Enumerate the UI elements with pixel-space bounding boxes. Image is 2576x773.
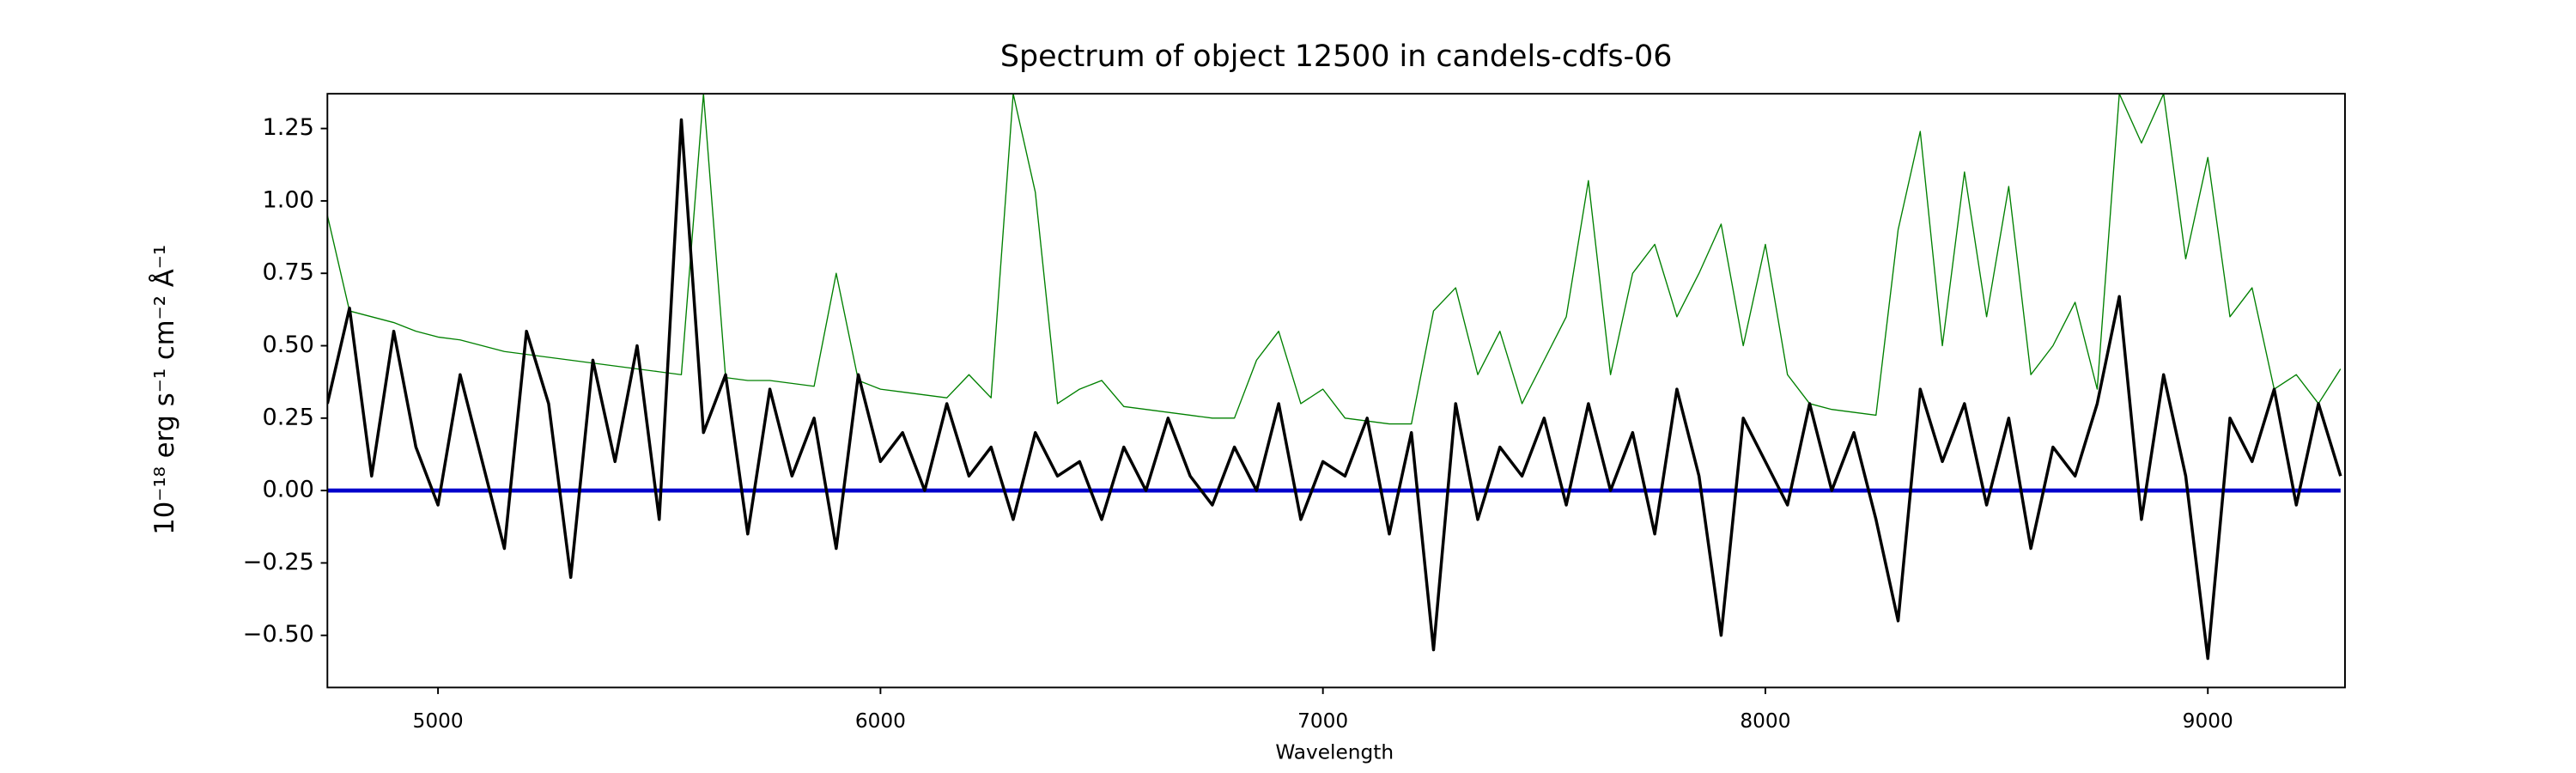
y-tick-label: −0.25 — [243, 549, 314, 575]
y-tick-label: 1.25 — [263, 114, 314, 141]
chart-title: Spectrum of object 12500 in candels-cdfs… — [1000, 40, 1673, 74]
x-tick-label: 5000 — [413, 710, 464, 733]
y-tick-label: 0.50 — [263, 332, 314, 358]
y-tick-label: 0.75 — [263, 259, 314, 286]
plot-area — [327, 94, 2342, 660]
y-tick-label: −0.50 — [243, 621, 314, 648]
x-tick-label: 6000 — [855, 710, 906, 733]
spectrum-line — [327, 118, 2342, 660]
y-axis-label: 10⁻¹⁸ erg s⁻¹ cm⁻² Å⁻¹ — [149, 245, 180, 535]
x-axis-label: Wavelength — [1275, 742, 1394, 764]
y-tick-label: 0.00 — [263, 477, 314, 503]
plot-frame — [326, 93, 2346, 689]
x-tick-label: 9000 — [2183, 710, 2233, 733]
x-tick-label: 7000 — [1297, 710, 1348, 733]
y-tick-label: 1.00 — [263, 187, 314, 214]
y-tick-label: 0.25 — [263, 404, 314, 430]
x-tick-label: 8000 — [1740, 710, 1790, 733]
spectrum-line — [327, 94, 2342, 425]
